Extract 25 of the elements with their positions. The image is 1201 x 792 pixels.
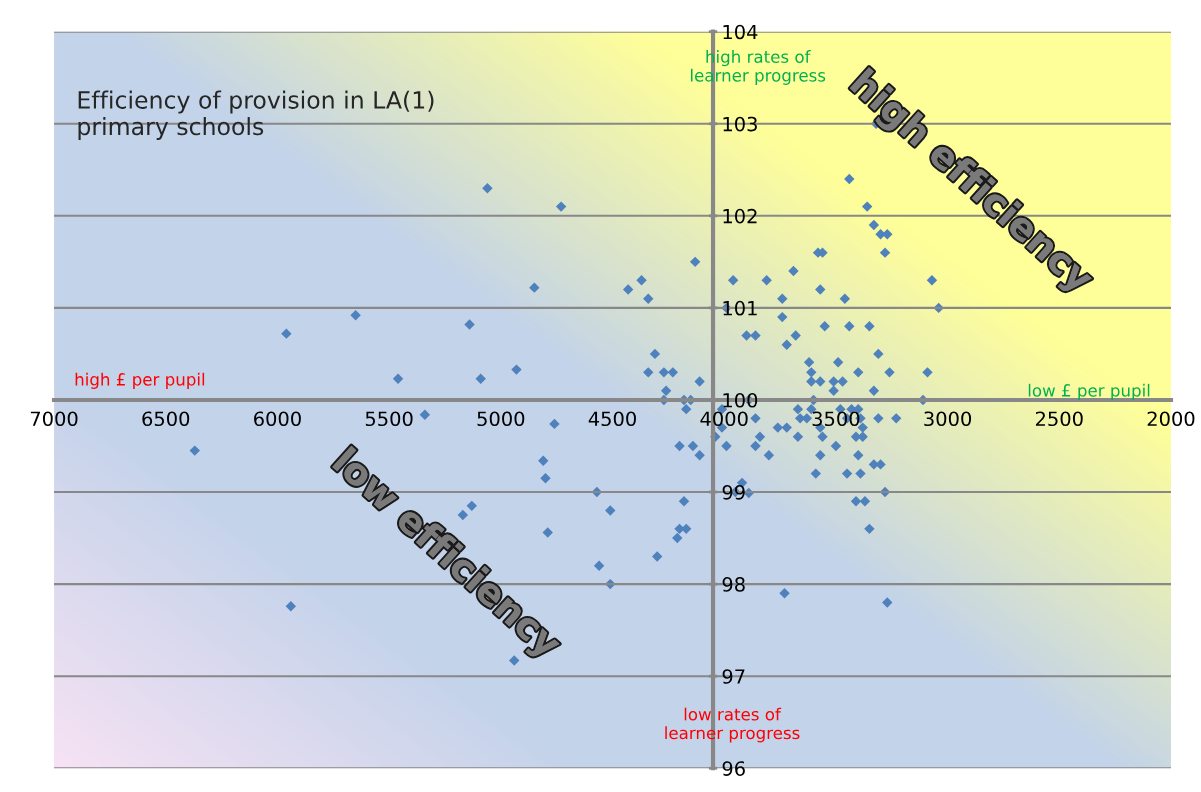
y-tick-label: 101 xyxy=(723,300,757,316)
y-tick-label: 99 xyxy=(722,484,745,500)
x-tick-label: 4000 xyxy=(700,411,748,427)
annotation: low £ per pupil xyxy=(1028,383,1150,400)
x-tick-label: 2000 xyxy=(1147,411,1195,427)
y-tick-label: 96 xyxy=(722,761,745,776)
x-tick-label: 5000 xyxy=(477,411,525,427)
x-tick-label: 4500 xyxy=(588,411,636,427)
x-tick-label: 2500 xyxy=(1035,411,1083,427)
y-tick-label: 100 xyxy=(723,392,758,408)
y-tick-label: 102 xyxy=(723,208,757,224)
x-tick-label: 6500 xyxy=(142,411,190,427)
y-tick-label: 97 xyxy=(722,669,745,684)
y-tick-label: 98 xyxy=(722,577,745,592)
x-tick-label: 3500 xyxy=(812,411,860,427)
y-tick-label: 103 xyxy=(723,116,757,132)
x-tick-label: 6000 xyxy=(254,411,301,427)
y-tick-label: 104 xyxy=(723,24,758,40)
x-tick-label: 3000 xyxy=(924,411,972,427)
x-tick-label: 5500 xyxy=(365,411,413,427)
text: Efficiency of provision in LA(1) primary schools xyxy=(78,90,434,140)
annotation: high rates of learner progress xyxy=(691,50,826,85)
x-tick-label: 7000 xyxy=(30,411,78,427)
annotation: high £ per pupil xyxy=(75,372,205,389)
annotation: low rates of learner progress xyxy=(665,707,800,743)
